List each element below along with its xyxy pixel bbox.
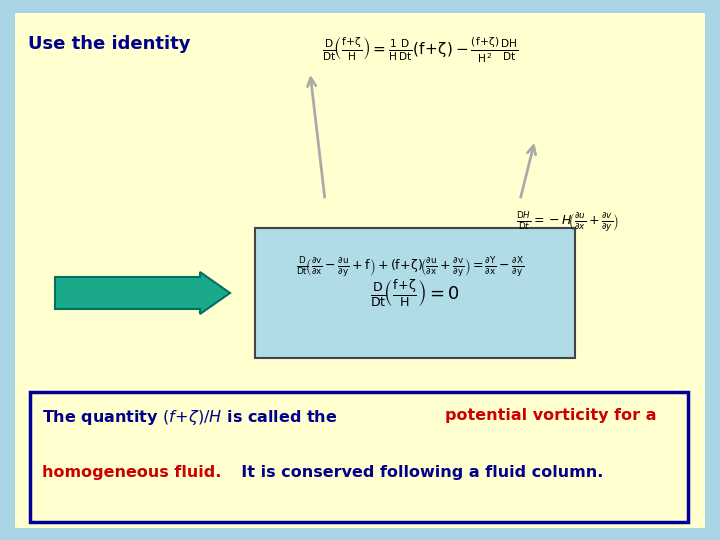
Text: $\frac{\rm D}{{\rm D}t}\!\left(\frac{f\!+\!\zeta}{H}\right)=0$: $\frac{\rm D}{{\rm D}t}\!\left(\frac{f\!…	[370, 277, 460, 309]
Text: $\frac{\rm D}{{\rm D}t}\!\left(\frac{\partial v}{\partial x}-\frac{\partial u}{\: $\frac{\rm D}{{\rm D}t}\!\left(\frac{\pa…	[296, 255, 524, 279]
FancyArrow shape	[55, 272, 230, 314]
Text: $\frac{{\rm D}H}{{\rm D}t}=-H\!\left(\frac{\partial u}{\partial x}+\frac{\partia: $\frac{{\rm D}H}{{\rm D}t}=-H\!\left(\fr…	[516, 210, 619, 234]
Text: potential vorticity for a: potential vorticity for a	[445, 408, 657, 423]
Bar	[255, 228, 575, 358]
Bar	[30, 392, 688, 522]
Text: homogeneous fluid.: homogeneous fluid.	[42, 465, 221, 480]
Text: Use the identity: Use the identity	[28, 35, 191, 53]
Text: $\frac{\rm D}{{\rm D}t}\!\left(\frac{f\!+\!\zeta}{H}\right)=\frac{1}{H}\frac{\rm: $\frac{\rm D}{{\rm D}t}\!\left(\frac{f\!…	[322, 35, 518, 65]
Text: It is conserved following a fluid column.: It is conserved following a fluid column…	[230, 465, 603, 480]
Text: The quantity $(f\!+\!\zeta)/H$ is called the: The quantity $(f\!+\!\zeta)/H$ is called…	[42, 408, 338, 427]
